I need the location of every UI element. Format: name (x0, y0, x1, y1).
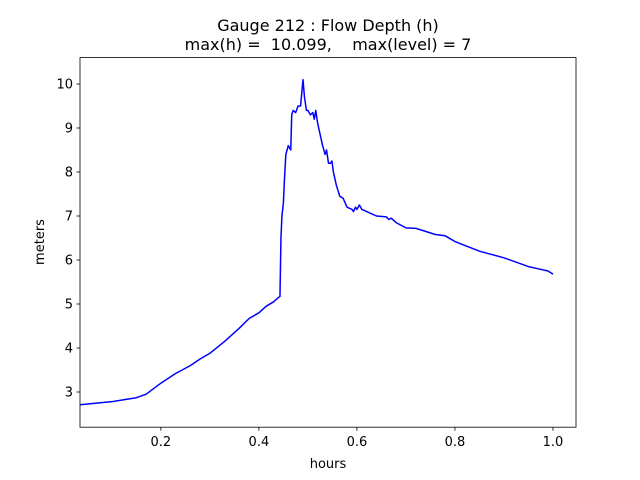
x-axis-label: hours (310, 457, 347, 472)
x-tick-label: 1.0 (543, 435, 564, 450)
y-axis-label: meters (33, 219, 48, 265)
y-tick-label: 10 (56, 78, 73, 93)
y-tick-label: 8 (65, 166, 73, 181)
data-line (80, 78, 554, 406)
chart-subtitle: max(h) = 10.099, max(level) = 7 (185, 35, 472, 54)
y-tick-label: 3 (65, 386, 73, 401)
y-tick-label: 7 (65, 210, 73, 225)
x-tick-label: 0.4 (249, 435, 270, 450)
x-tick-label: 0.6 (347, 435, 368, 450)
y-tick-label: 9 (65, 122, 73, 137)
chart-title: Gauge 212 : Flow Depth (h) (217, 16, 439, 35)
y-tick-label: 6 (65, 254, 73, 269)
plot-frame (79, 57, 577, 428)
x-tick-label: 0.8 (445, 435, 466, 450)
y-tick-label: 4 (65, 342, 73, 357)
x-tick-label: 0.2 (151, 435, 172, 450)
y-tick-label: 5 (65, 298, 73, 313)
